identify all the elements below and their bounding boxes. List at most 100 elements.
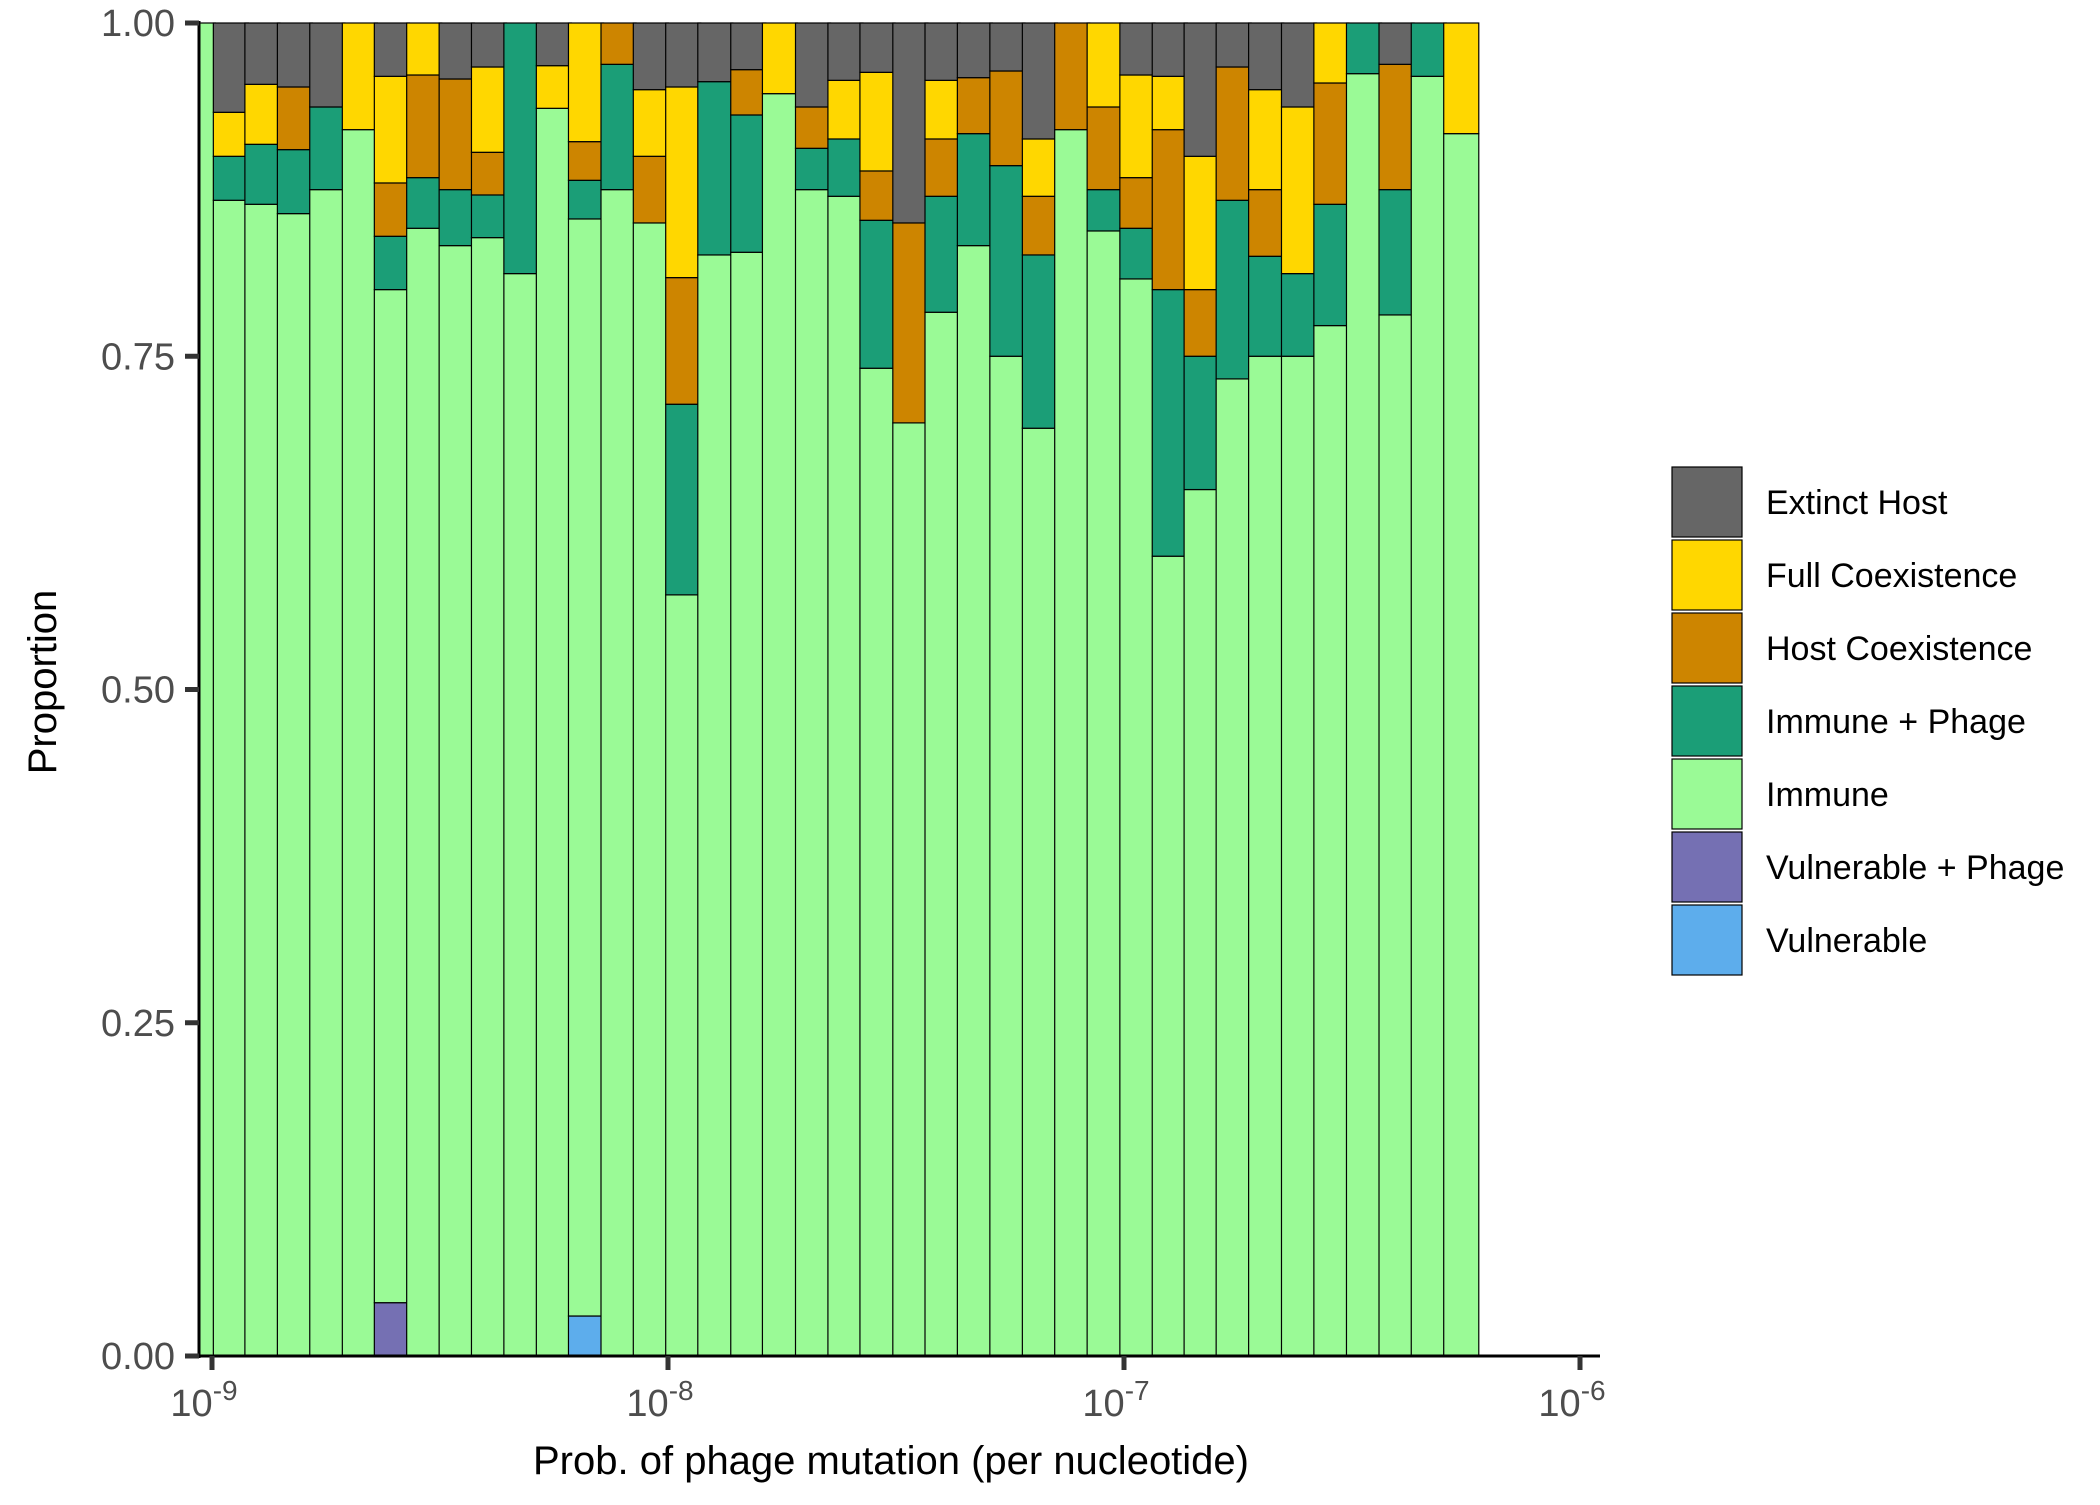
axes-layer: 0.00 0.25 0.50 0.75 1.00 10-9 10-8 10-7 10-6 <box>101 3 1606 1425</box>
bar-segment-immune-phage <box>1086 189 1123 232</box>
bar-segment-full-coexistence <box>373 75 411 184</box>
bar-segment-immune-phage <box>600 63 637 191</box>
bar-segment-extinct-host <box>1215 22 1252 68</box>
bar-segment-immune <box>1021 427 1059 1357</box>
bar-segment-extinct-host <box>859 22 896 73</box>
bar-segment-immune <box>956 245 994 1357</box>
bar-segment-extinct-host <box>1280 22 1318 108</box>
bar-segment-extinct-host <box>1151 22 1188 77</box>
bar-segment-extinct-host <box>632 22 669 91</box>
y-tick-label: 0.25 <box>101 1003 175 1045</box>
y-tick-label: 0.00 <box>101 1336 175 1378</box>
bar-segment-immune <box>761 93 799 1357</box>
bar-segment-full-coexistence <box>1119 74 1156 179</box>
bar-segment-immune-phage <box>794 147 832 191</box>
x-axis-title: Prob. of phage mutation (per nucleotide) <box>533 1439 1249 1483</box>
bar-segment-extinct-host <box>535 22 573 67</box>
bar-segment-extinct-host <box>956 22 994 79</box>
bar-segment-immune-phage <box>1313 203 1350 327</box>
bar-segment-full-coexistence <box>244 83 281 145</box>
bar-segment-vulnerable-phage <box>373 1302 411 1357</box>
bar-segment-immune <box>1248 355 1285 1357</box>
bar-segment-extinct-host <box>438 22 475 80</box>
bar-segment-host-coexistence <box>1248 189 1285 257</box>
bar-segment-host-coexistence <box>892 222 929 424</box>
bar-segment-immune <box>276 213 314 1357</box>
bar-segment-immune-phage <box>567 179 605 220</box>
bar-segment-immune <box>600 189 637 1357</box>
legend-label: Vulnerable + Phage <box>1766 849 2064 887</box>
bar-segment-immune-phage <box>244 143 281 205</box>
legend-label: Host Coexistence <box>1766 630 2032 668</box>
bar-segment-extinct-host <box>924 22 961 81</box>
legend-label: Immune + Phage <box>1766 703 2026 741</box>
bar-segment-host-coexistence <box>470 151 508 196</box>
bar-segment-immune <box>632 222 669 1357</box>
bar-segment-extinct-host <box>1119 22 1156 76</box>
bar-segment-host-coexistence <box>1183 289 1220 357</box>
bar-segment-extinct-host <box>989 22 1026 72</box>
bar-segment-full-coexistence <box>470 66 508 153</box>
legend-label: Full Coexistence <box>1766 557 2017 595</box>
bar-segment-extinct-host <box>1021 22 1059 140</box>
bar-segment-host-coexistence <box>600 22 637 65</box>
bar-segment-extinct-host <box>730 22 767 71</box>
bar-segment-host-coexistence <box>1215 66 1252 201</box>
bar-segment-immune-phage <box>1248 255 1285 357</box>
bar-segment-host-coexistence <box>438 78 475 191</box>
bar-segment-full-coexistence <box>632 89 669 157</box>
bar-segment-host-coexistence <box>1086 106 1123 191</box>
bar-segment-host-coexistence <box>730 69 767 116</box>
bar-segment-immune <box>309 189 346 1357</box>
bar-segment-immune-phage <box>859 219 896 369</box>
bar-segment-host-coexistence <box>665 277 702 405</box>
bar-segment-host-coexistence <box>989 70 1026 167</box>
bar-segment-immune <box>535 107 573 1357</box>
bar-segment-immune-phage <box>1183 355 1220 491</box>
bar-segment-immune-phage <box>924 195 961 313</box>
bar-segment-extinct-host <box>1248 22 1285 91</box>
bar-segment-immune-phage <box>1378 189 1415 316</box>
bar-segment-immune-phage <box>373 235 411 291</box>
legend-label: Vulnerable <box>1766 922 1927 960</box>
bar-segment-immune <box>697 254 734 1357</box>
bar-segment-full-coexistence <box>406 22 443 76</box>
bar-segment-host-coexistence <box>956 77 994 135</box>
bar-segment-host-coexistence <box>1378 63 1415 191</box>
bar-segment-full-coexistence <box>567 22 605 143</box>
bar-segment-full-coexistence <box>1248 89 1285 191</box>
bar-segment-immune <box>892 422 929 1357</box>
x-tick-label: 10-9 <box>170 1375 237 1425</box>
legend-key <box>1671 466 1743 538</box>
bar-segment-extinct-host <box>697 22 734 83</box>
bar-segment-immune-phage <box>1021 254 1059 429</box>
bar-segment-host-coexistence <box>1313 82 1350 205</box>
bar-segment-host-coexistence <box>859 170 896 221</box>
bar-segment-extinct-host <box>276 22 314 88</box>
bar-segment-immune-phage <box>1119 227 1156 280</box>
bar-segment-vulnerable <box>567 1315 605 1357</box>
bar-segment-immune <box>503 273 540 1357</box>
bar-segment-immune <box>1313 324 1350 1357</box>
bar-segment-immune <box>989 355 1026 1357</box>
bar-segment-immune-phage <box>1215 199 1252 380</box>
bar-segment-immune <box>859 367 896 1357</box>
bar-segment-full-coexistence <box>535 65 573 109</box>
bar-segment-full-coexistence <box>1443 22 1480 135</box>
bar-segment-full-coexistence <box>1313 22 1350 84</box>
legend-key <box>1671 831 1743 903</box>
legend-key <box>1671 612 1743 684</box>
bar-segment-immune-phage <box>1280 273 1318 357</box>
bar-segment-immune <box>1410 75 1447 1357</box>
bar-segment-host-coexistence <box>276 86 314 151</box>
bar-segment-extinct-host <box>244 22 281 85</box>
y-tick-label: 1.00 <box>101 3 175 45</box>
bar-segment-immune <box>373 289 411 1304</box>
bar-segment-immune-phage <box>665 403 702 596</box>
bar-segment-host-coexistence <box>1151 129 1188 291</box>
bar-segment-immune <box>794 189 832 1357</box>
y-tick-label: 0.50 <box>101 670 175 712</box>
bar-segment-immune <box>1345 73 1383 1357</box>
bar-segment-full-coexistence <box>1280 106 1318 275</box>
